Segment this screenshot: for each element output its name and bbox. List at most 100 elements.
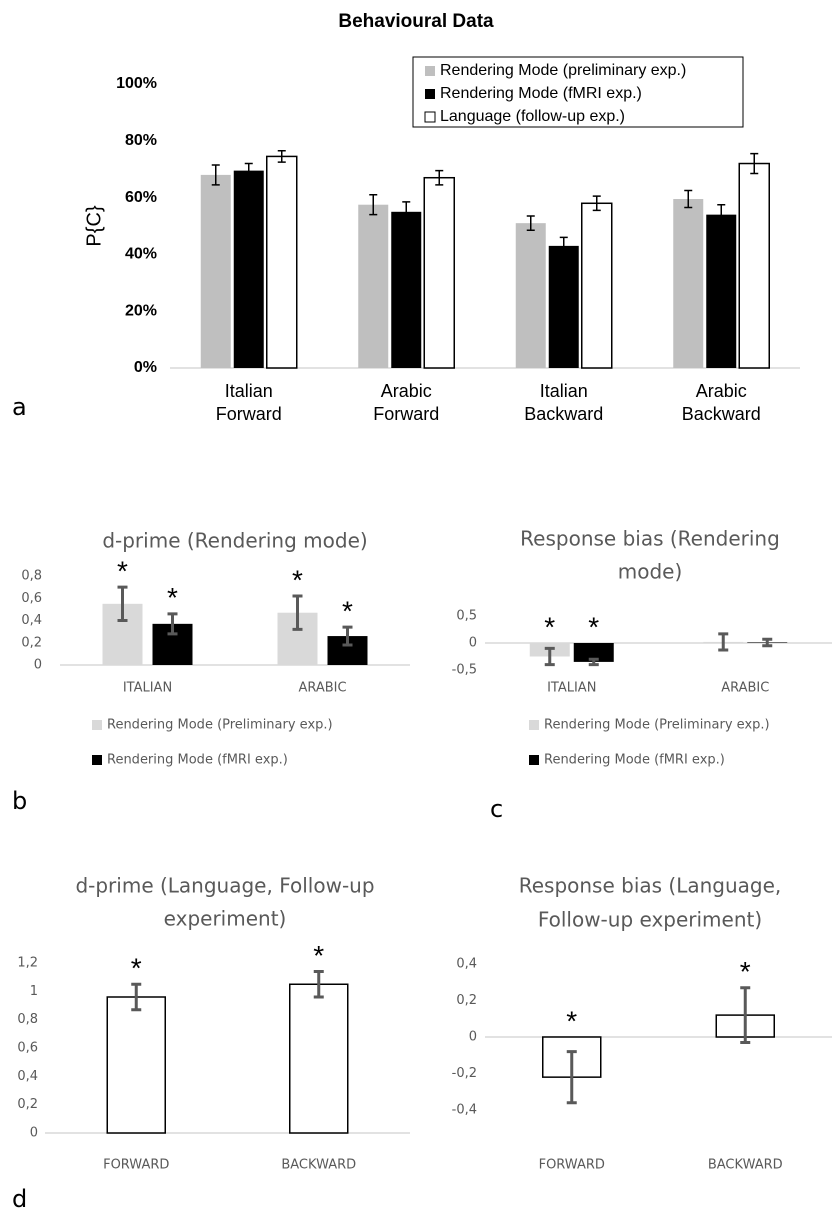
error-bar xyxy=(292,594,303,631)
bar xyxy=(106,996,166,1134)
legend-swatch xyxy=(92,755,102,765)
error-bar xyxy=(402,201,411,223)
x-tick-label: FORWARD xyxy=(103,1158,169,1173)
bar xyxy=(358,204,389,368)
bar xyxy=(706,214,737,368)
significance-marker: * xyxy=(740,956,751,987)
bar xyxy=(266,155,298,369)
significance-marker: * xyxy=(292,564,303,595)
error-bar xyxy=(684,189,693,209)
y-tick-label: 0,4 xyxy=(456,957,477,972)
x-tick-label: Arabic xyxy=(381,381,432,401)
bar xyxy=(548,245,579,368)
bar xyxy=(738,162,770,369)
error-bar xyxy=(544,646,555,667)
error-bar xyxy=(526,215,535,232)
y-tick-label: 0,5 xyxy=(456,609,477,624)
y-tick-label: 0% xyxy=(134,359,157,376)
panel-label: b xyxy=(12,787,27,815)
error-bar xyxy=(740,986,751,1044)
error-bar xyxy=(131,982,142,1012)
panel-label: a xyxy=(12,393,27,421)
legend-label: Rendering Mode (fMRI exp.) xyxy=(107,753,288,768)
chart-title: experiment) xyxy=(164,907,287,931)
significance-marker: * xyxy=(117,556,128,587)
legend-label: Rendering Mode (fMRI exp.) xyxy=(440,85,642,102)
y-tick-label: 0,8 xyxy=(17,1012,38,1027)
error-bar xyxy=(592,195,601,212)
legend-swatch xyxy=(529,755,539,765)
y-tick-label: 0,8 xyxy=(21,569,42,584)
legend-swatch xyxy=(425,89,435,99)
y-tick-label: 0,2 xyxy=(456,993,477,1008)
y-tick-label: 1 xyxy=(30,984,38,999)
significance-marker: * xyxy=(588,611,599,642)
x-tick-label: Forward xyxy=(373,404,439,424)
bar xyxy=(289,983,349,1134)
y-tick-label: 0 xyxy=(34,658,42,673)
x-tick-label: ITALIAN xyxy=(547,681,596,696)
y-tick-label: 0,2 xyxy=(17,1097,38,1112)
x-tick-label: ITALIAN xyxy=(123,681,172,696)
legend-swatch xyxy=(425,66,435,76)
error-bar xyxy=(559,236,568,256)
legend-label: Language (follow-up exp.) xyxy=(440,108,625,125)
x-tick-label: Backward xyxy=(524,404,603,424)
significance-marker: * xyxy=(131,953,142,984)
x-tick-label: Arabic xyxy=(696,381,747,401)
significance-marker: * xyxy=(167,582,178,613)
x-tick-label: Italian xyxy=(225,381,273,401)
bar xyxy=(673,199,704,368)
y-tick-label: -0,2 xyxy=(452,1066,477,1081)
bar xyxy=(581,202,613,369)
y-tick-label: 0,2 xyxy=(21,635,42,650)
error-bar xyxy=(588,657,599,667)
legend-swatch xyxy=(424,111,436,123)
error-bar xyxy=(369,194,378,216)
y-tick-label: -0,5 xyxy=(452,663,477,678)
y-tick-label: 0,6 xyxy=(17,1041,38,1056)
y-tick-label: 0,4 xyxy=(21,613,42,628)
x-tick-label: FORWARD xyxy=(539,1158,605,1173)
y-tick-label: -0,4 xyxy=(452,1103,477,1118)
bar xyxy=(573,643,614,662)
significance-marker: * xyxy=(544,611,555,642)
y-tick-label: 0,6 xyxy=(21,591,42,606)
bar xyxy=(391,211,422,368)
chart-title: Follow-up experiment) xyxy=(538,908,762,932)
error-bar xyxy=(750,152,759,175)
y-tick-label: 100% xyxy=(116,75,157,92)
error-bar xyxy=(717,203,726,226)
x-tick-label: Backward xyxy=(682,404,761,424)
x-tick-label: Forward xyxy=(216,404,282,424)
x-tick-label: BACKWARD xyxy=(708,1158,783,1173)
chart-title: d-prime (Language, Follow-up xyxy=(75,874,374,898)
y-tick-label: 80% xyxy=(125,132,157,149)
y-tick-label: 0 xyxy=(469,636,477,651)
x-tick-label: BACKWARD xyxy=(281,1158,356,1173)
error-bar xyxy=(211,164,220,186)
y-tick-label: 0 xyxy=(30,1126,38,1141)
chart-title: Behavioural Data xyxy=(338,11,494,32)
error-bar xyxy=(313,970,324,999)
legend-label: Rendering Mode (Preliminary exp.) xyxy=(107,718,333,733)
y-tick-label: 0 xyxy=(469,1030,477,1045)
legend-label: Rendering Mode (preliminary exp.) xyxy=(440,62,686,79)
chart-title: Response bias (Language, xyxy=(519,874,782,898)
panel-label: c xyxy=(490,795,503,823)
significance-marker: * xyxy=(566,1005,577,1036)
significance-marker: * xyxy=(313,940,324,971)
x-tick-label: ARABIC xyxy=(721,681,769,696)
chart-title: Response bias (Rendering xyxy=(520,527,780,551)
y-tick-label: 0,4 xyxy=(17,1069,38,1084)
bar xyxy=(200,174,231,368)
y-tick-label: 40% xyxy=(125,246,157,263)
y-tick-label: 20% xyxy=(125,302,157,319)
error-bar xyxy=(566,1050,577,1105)
legend-label: Rendering Mode (fMRI exp.) xyxy=(544,753,725,768)
error-bar xyxy=(342,625,353,647)
legend-label: Rendering Mode (Preliminary exp.) xyxy=(544,718,770,733)
x-tick-label: ARABIC xyxy=(298,681,346,696)
y-axis-label: P{C} xyxy=(83,205,105,246)
